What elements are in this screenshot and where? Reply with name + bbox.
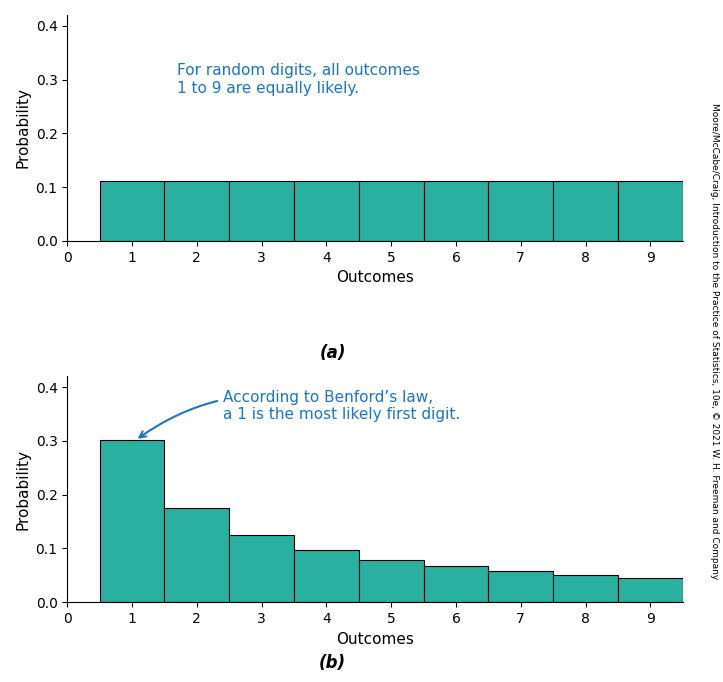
Y-axis label: Probability: Probability (15, 449, 30, 530)
Bar (488, 571, 553, 602)
Bar (164, 181, 229, 241)
Text: For random digits, all outcomes
1 to 9 are equally likely.: For random digits, all outcomes 1 to 9 a… (177, 63, 420, 95)
Text: (b): (b) (319, 654, 346, 672)
Bar (359, 560, 424, 602)
X-axis label: Outcomes: Outcomes (336, 632, 414, 647)
Text: Moore/McCabe/Craig, Introduction to the Practice of Statistics, 10e, © 2021 W. H: Moore/McCabe/Craig, Introduction to the … (711, 103, 719, 579)
Y-axis label: Probability: Probability (15, 87, 30, 168)
Bar (618, 578, 683, 602)
Bar (424, 181, 488, 241)
Bar (229, 535, 294, 602)
Bar (488, 181, 553, 241)
Bar (294, 550, 359, 602)
Bar (553, 575, 618, 602)
Text: According to Benford’s law,
a 1 is the most likely first digit.: According to Benford’s law, a 1 is the m… (140, 390, 460, 437)
Bar (100, 181, 164, 241)
X-axis label: Outcomes: Outcomes (336, 270, 414, 285)
Bar (424, 566, 488, 602)
Bar (553, 181, 618, 241)
Text: (a): (a) (320, 344, 346, 362)
Bar (164, 507, 229, 602)
Bar (359, 181, 424, 241)
Bar (618, 181, 683, 241)
Bar (100, 441, 164, 602)
Bar (229, 181, 294, 241)
Bar (294, 181, 359, 241)
